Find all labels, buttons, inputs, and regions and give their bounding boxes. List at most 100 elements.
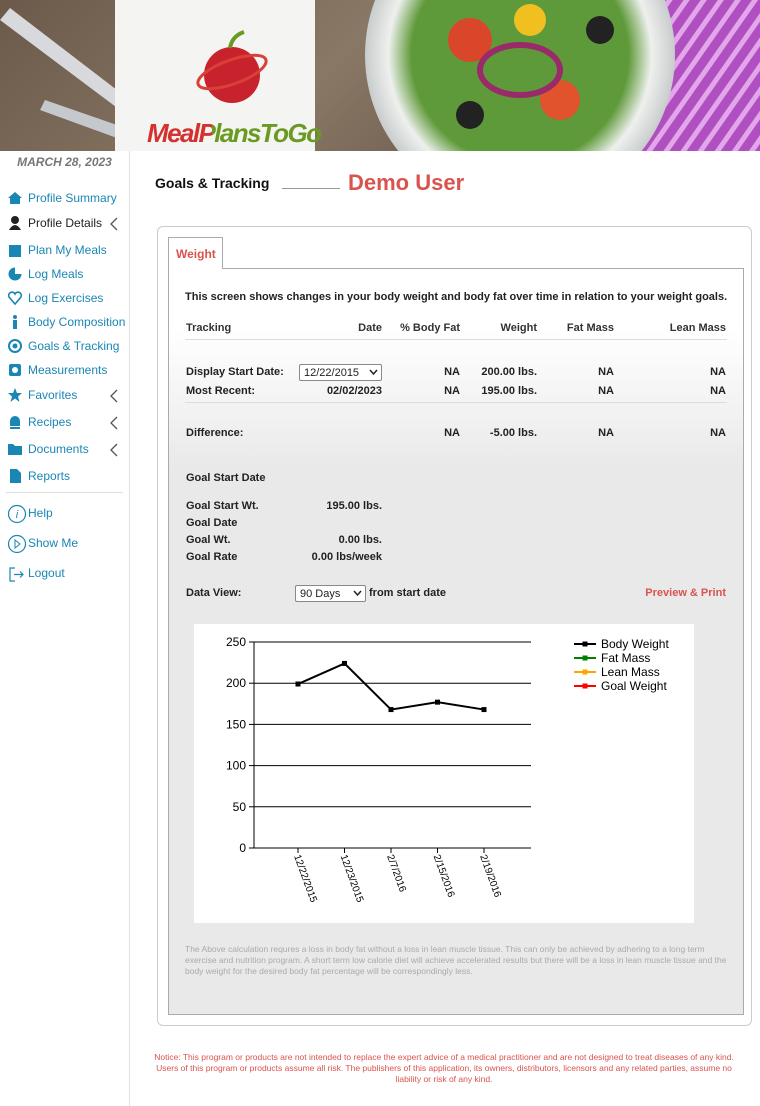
x-tick-label: 12/22/2015 — [291, 853, 319, 904]
nav-item[interactable]: Goals & Tracking — [28, 339, 120, 353]
cell: 195.00 lbs. — [481, 385, 537, 397]
cell: NA — [710, 427, 726, 439]
legend-label: Goal Weight — [601, 679, 667, 693]
nav-item[interactable]: Documents — [28, 442, 89, 456]
icon — [8, 267, 22, 281]
nav-item[interactable]: Profile Summary — [28, 191, 117, 205]
goal-label: Goal Start Date — [186, 472, 266, 484]
legend-label: Lean Mass — [601, 665, 660, 679]
y-tick-label: 200 — [226, 676, 246, 690]
cell: NA — [710, 366, 726, 378]
row-label: Display Start Date: — [186, 366, 284, 378]
legend-marker — [582, 655, 588, 661]
column-header: % Body Fat — [400, 322, 460, 334]
row-label: Most Recent: — [186, 385, 256, 397]
x-tick-label: 2/15/2016 — [431, 853, 457, 899]
column-header: Tracking — [186, 322, 232, 334]
icon — [10, 416, 20, 429]
legend-label: Fat Mass — [601, 651, 650, 665]
nav-item[interactable]: Log Exercises — [28, 291, 104, 305]
icon — [7, 291, 23, 306]
icon — [9, 567, 24, 582]
nav-item[interactable]: Help — [28, 506, 53, 520]
panel — [157, 226, 752, 1026]
nav-item[interactable]: Log Meals — [28, 267, 84, 281]
data-point — [481, 707, 487, 713]
date-select[interactable]: 12/22/2015 — [299, 364, 382, 381]
column-header: Weight — [500, 322, 537, 334]
icon — [9, 245, 21, 257]
data-point — [435, 699, 440, 705]
column-header: Fat Mass — [566, 322, 614, 334]
data-view-label: Data View: — [186, 587, 242, 599]
separator — [6, 492, 123, 493]
y-tick-label: 100 — [226, 759, 246, 773]
column-header: Lean Mass — [669, 322, 726, 334]
chart: 0 50 100 150 200 250 12/22/2015 12/23/2015 2/7/2… — [194, 624, 694, 923]
legend-marker — [582, 683, 588, 689]
y-tick-label: 250 — [226, 635, 246, 649]
y-tick-label: 150 — [226, 717, 246, 731]
logo-text: MealPlansToGo — [147, 118, 322, 148]
cell: NA — [598, 427, 614, 439]
icon — [9, 216, 21, 230]
select-value: 90 Days — [300, 588, 341, 600]
nav-item[interactable]: Show Me — [28, 536, 79, 550]
goal-value: 0.00 lbs/week — [311, 551, 382, 563]
icon — [13, 315, 17, 329]
disclaimer: The Above calculation requres a loss in … — [185, 944, 727, 976]
series-line — [297, 662, 485, 711]
nav-item[interactable]: Recipes — [28, 415, 72, 429]
date: MARCH 28, 2023 — [17, 155, 112, 169]
nav-item[interactable]: Profile Details — [28, 216, 103, 230]
column-header: Date — [358, 322, 382, 334]
title-rule — [282, 188, 340, 189]
icon — [8, 192, 22, 204]
select-value: 12/22/2015 — [304, 367, 360, 379]
icon — [8, 339, 22, 353]
cell: 02/02/2023 — [326, 385, 382, 397]
cell: -5.00 lbs. — [489, 427, 537, 439]
data-point — [295, 681, 301, 687]
icon — [8, 388, 22, 402]
chevrons — [110, 217, 118, 457]
icon — [10, 469, 21, 483]
goal-label: Goal Rate — [186, 551, 238, 563]
row-label: Difference: — [186, 427, 244, 439]
icon — [8, 444, 22, 455]
cell: NA — [598, 385, 614, 397]
nav-item[interactable]: Body Composition — [28, 315, 126, 329]
data-view-suffix: from start date — [369, 587, 447, 599]
header-banner: MealPlansToGo — [0, 0, 760, 151]
icon — [9, 364, 21, 376]
svg-text:i: i — [16, 509, 19, 521]
page-title: Goals & Tracking — [155, 175, 270, 191]
nav-item[interactable]: Plan My Meals — [28, 243, 107, 257]
x-tick-label: 2/19/2016 — [477, 853, 503, 899]
goal-value: 195.00 lbs. — [326, 500, 382, 512]
nav-item[interactable]: Reports — [28, 469, 71, 483]
legend-marker — [582, 669, 588, 675]
rule — [185, 339, 727, 340]
rule — [185, 402, 727, 403]
data-point — [388, 707, 394, 713]
nav-item[interactable]: Logout — [28, 566, 65, 580]
data-view-select[interactable]: 90 Days — [295, 585, 366, 602]
goal-label: Goal Start Wt. — [186, 500, 259, 512]
goal-label: Goal Wt. — [186, 534, 231, 546]
intro: This screen shows changes in your body w… — [185, 291, 728, 303]
cell: NA — [444, 427, 460, 439]
y-tick-label: 0 — [239, 841, 246, 855]
icon — [7, 534, 27, 554]
cell: NA — [444, 385, 460, 397]
y-tick-label: 50 — [233, 800, 247, 814]
nav-item[interactable]: Favorites — [28, 388, 78, 402]
legend-marker — [582, 641, 588, 647]
legend-label: Body Weight — [601, 637, 669, 651]
icon: i — [7, 504, 27, 524]
tab[interactable]: Weight — [168, 237, 223, 269]
cell: 200.00 lbs. — [481, 366, 537, 378]
print-link[interactable]: Preview & Print — [645, 587, 726, 599]
nav-item[interactable]: Measurements — [28, 363, 108, 377]
